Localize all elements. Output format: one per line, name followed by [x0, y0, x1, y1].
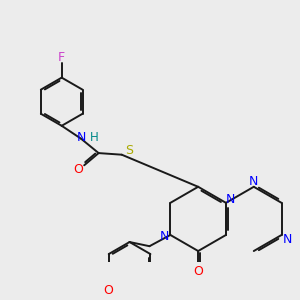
Text: N: N: [249, 175, 259, 188]
Text: F: F: [58, 51, 65, 64]
Text: O: O: [74, 163, 83, 176]
Text: N: N: [77, 131, 86, 145]
Text: N: N: [160, 230, 169, 243]
Text: N: N: [226, 193, 236, 206]
Text: O: O: [103, 284, 113, 297]
Text: N: N: [283, 233, 292, 246]
Text: H: H: [90, 130, 99, 143]
Text: S: S: [125, 144, 133, 157]
Text: O: O: [193, 265, 203, 278]
